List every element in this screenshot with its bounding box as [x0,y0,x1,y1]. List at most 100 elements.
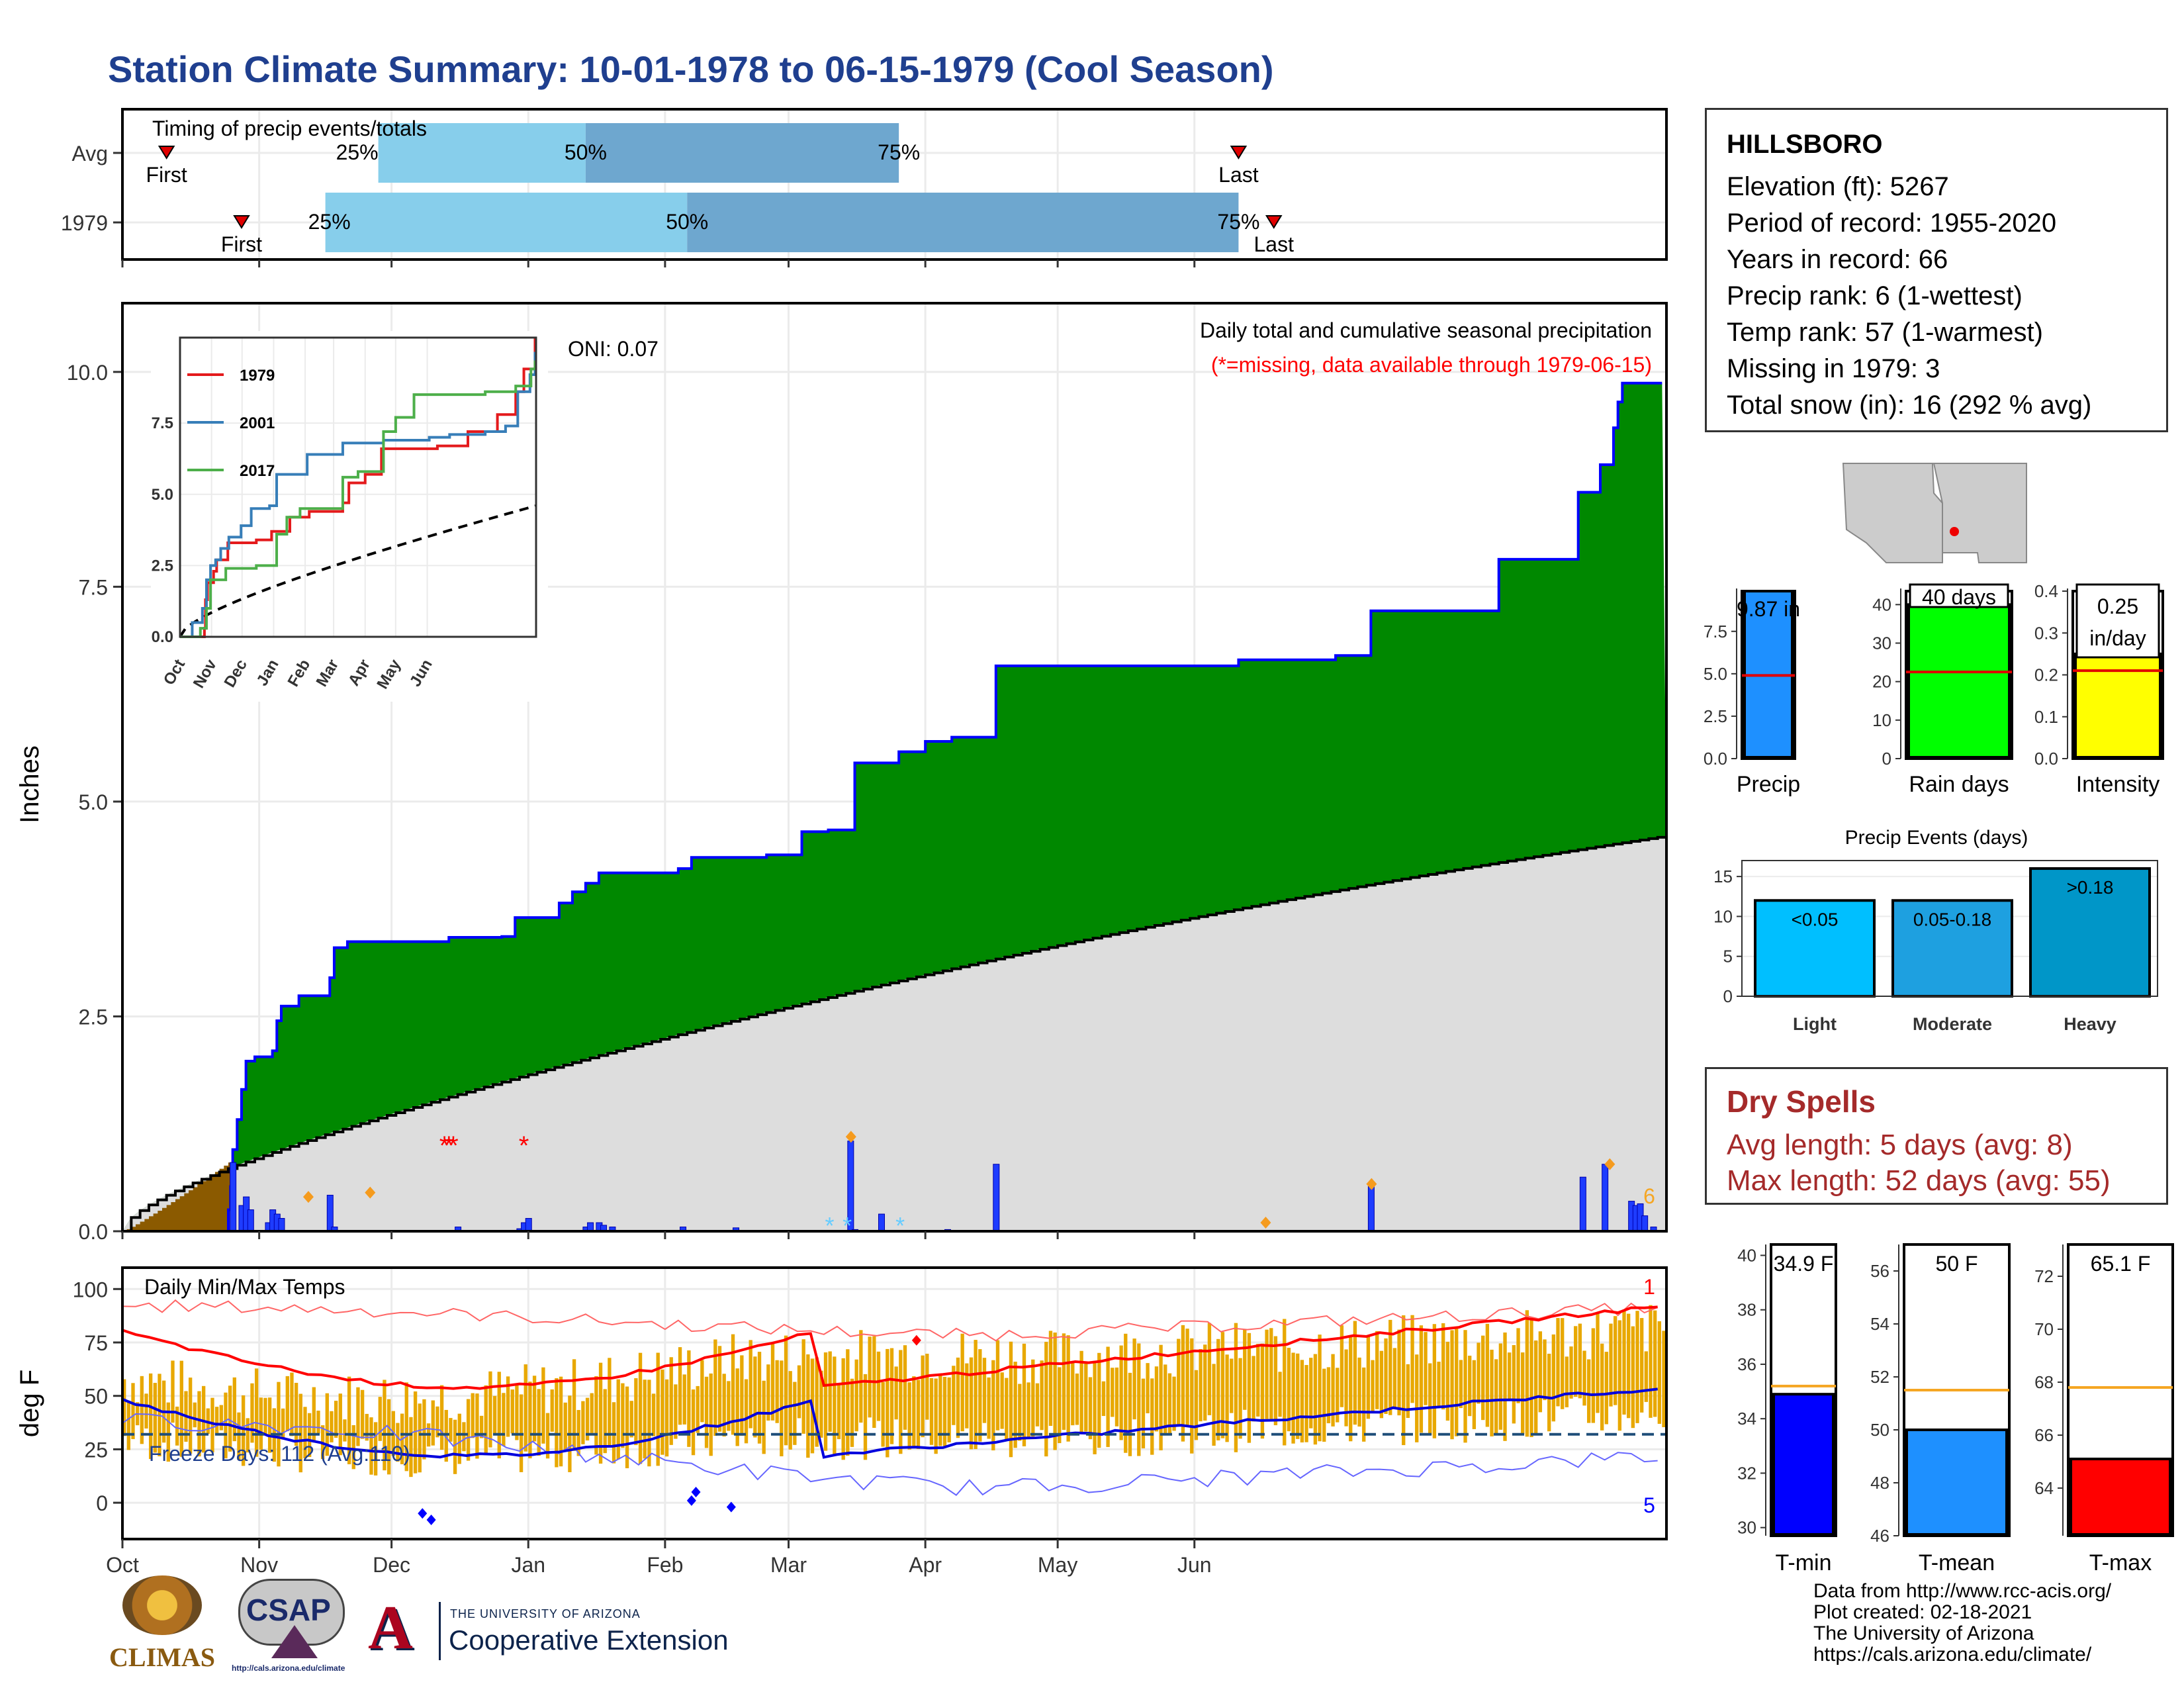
daily-temp-bar [1472,1360,1477,1429]
inset-average-line [179,504,537,638]
daily-temp-bar [1106,1346,1110,1447]
daily-temp-bar [506,1376,510,1437]
daily-temp-bar [1521,1352,1525,1434]
daily-precip-bar [278,1218,285,1232]
summary-ytick-label: 20 [1872,672,1891,692]
ua-small-text: THE UNIVERSITY OF ARIZONA [450,1607,641,1620]
daily-temp-bar [956,1357,960,1438]
daily-precip-bar [1579,1176,1586,1232]
daily-temp-bar [1574,1326,1578,1397]
precip-avg-area [122,835,1666,1231]
precip-event-range-label: <0.05 [1792,909,1839,929]
daily-temp-bar [1490,1349,1494,1436]
daily-temp-bar [201,1385,206,1453]
record-marker [691,1486,701,1497]
daily-temp-bar [801,1339,805,1434]
daily-temp-bar [210,1397,214,1453]
precip-ytick-label: 10.0 [67,361,108,385]
month-xtick-label: Dec [373,1553,410,1577]
daily-precip-bar [247,1209,254,1232]
temp-summary-ytick-label: 54 [1870,1314,1889,1334]
daily-temp-bar [1137,1343,1141,1456]
daily-temp-bar [1622,1311,1626,1415]
ua-big-text: Cooperative Extension [449,1624,729,1656]
daily-temp-bar [1635,1311,1639,1423]
daily-temp-bar [1132,1338,1136,1420]
daily-temp-bar [722,1374,726,1437]
precip-above-avg-area [122,383,1666,1231]
record-marker [418,1508,428,1519]
daily-temp-bar [868,1336,872,1418]
daily-temp-bar [1609,1323,1613,1407]
daily-temp-bar [828,1351,832,1432]
snow-count-label: 6 [1643,1184,1655,1208]
daily-temp-bar [153,1383,157,1453]
daily-temp-bar [899,1350,903,1454]
daily-temp-bar [1508,1352,1512,1401]
dry-spells-title: Dry Spells [1727,1084,1876,1119]
summary-bar-label: Rain days [1909,772,2009,797]
station-location-marker [1950,527,1959,536]
footer-credits: Data from http://www.rcc-acis.org/ Plot … [1813,1581,2111,1665]
daily-temp-bar [709,1373,713,1456]
daily-temp-bar [938,1375,942,1446]
daily-temp-bar [1172,1376,1176,1431]
daily-temp-bar [1000,1372,1004,1429]
daily-temp-bar [492,1395,497,1435]
timing-row-label: Avg [71,142,108,165]
station-line: Period of record: 1955-2020 [1727,209,2057,238]
mountain-icon [271,1625,318,1658]
daily-temp-bar [770,1343,775,1421]
daily-temp-bar [1551,1334,1556,1422]
temp-summary-ytick-label: 40 [1737,1245,1756,1265]
daily-temp-bar [232,1377,236,1442]
daily-temp-bar [700,1360,704,1423]
daily-temp-bar [1247,1333,1251,1443]
daily-temp-bar [1402,1315,1406,1446]
footer-line: The University of Arizona [1813,1622,2034,1644]
precip-events-ytick-label: 15 [1713,867,1733,886]
daily-temp-bar [1481,1335,1485,1421]
precip-events-ytick-label: 5 [1723,947,1733,966]
summary-ytick-label: 5.0 [1704,664,1727,684]
temp-summary-value-bar [2070,1458,2171,1536]
timing-bar-q25-q50 [378,123,586,183]
daily-temp-bar [1538,1331,1543,1413]
precip-ytick-label: 2.5 [79,1005,108,1029]
precip-ylabel: Inches [15,745,44,823]
precip-ytick-label: 7.5 [79,575,108,599]
trace-marker: * [895,1212,905,1239]
daily-temp-bar [330,1411,334,1442]
record-low-count: 5 [1643,1493,1655,1517]
daily-temp-bar [1079,1350,1083,1434]
daily-temp-bar [1614,1316,1617,1405]
station-line: Precip rank: 6 (1-wettest) [1727,281,2023,310]
missing-marker: * [519,1131,529,1160]
daily-temp-bar [793,1382,797,1445]
daily-temp-bar [925,1354,929,1420]
precip-panel-frame [121,302,1668,1233]
avg-min-line [122,1387,1658,1459]
daily-temp-bar [995,1340,1000,1430]
daily-temp-bar [863,1374,868,1460]
daily-temp-bar [1167,1373,1172,1434]
daily-temp-bar [1331,1354,1335,1427]
daily-temp-bar [1040,1360,1044,1430]
climas-logo: CLIMAS [109,1575,222,1675]
daily-temp-bar [1561,1318,1565,1409]
daily-temp-bar [1031,1359,1035,1437]
daily-temp-bar [312,1387,316,1443]
record-marker [686,1495,696,1506]
daily-temp-bar [727,1381,731,1431]
timing-pct-label: 25% [308,210,351,234]
daily-temp-bar [1653,1310,1657,1417]
dry-spells-box: Dry Spells Avg length: 5 days (avg: 8) M… [1705,1067,2168,1205]
daily-temp-bar [797,1365,801,1419]
timing-pct-label: 50% [666,210,708,234]
record-max-line [122,1299,1659,1342]
daily-temp-bar [594,1376,598,1455]
daily-temp-bar [1128,1372,1132,1456]
daily-temp-bar [1617,1320,1622,1431]
daily-temp-bar [1005,1378,1009,1441]
daily-temp-bar [1428,1363,1432,1436]
